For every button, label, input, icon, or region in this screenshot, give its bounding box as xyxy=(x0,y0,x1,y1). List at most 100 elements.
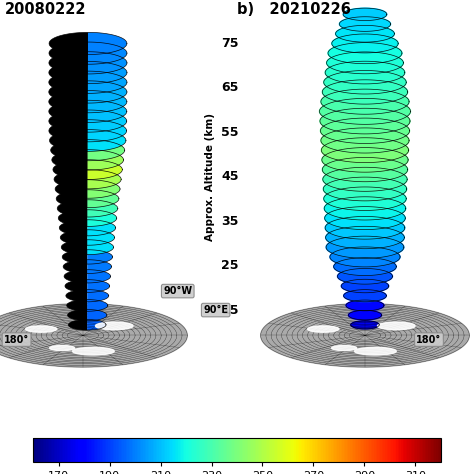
Ellipse shape xyxy=(322,80,408,104)
Polygon shape xyxy=(87,310,107,321)
Polygon shape xyxy=(49,91,88,113)
Polygon shape xyxy=(377,322,415,330)
Polygon shape xyxy=(87,260,111,273)
Polygon shape xyxy=(332,346,356,351)
Polygon shape xyxy=(88,150,124,170)
Ellipse shape xyxy=(332,34,398,53)
Ellipse shape xyxy=(323,167,407,191)
Polygon shape xyxy=(88,129,126,151)
Polygon shape xyxy=(88,120,127,142)
Ellipse shape xyxy=(336,26,394,42)
Ellipse shape xyxy=(325,207,405,229)
Ellipse shape xyxy=(339,17,391,31)
Polygon shape xyxy=(64,270,87,283)
Ellipse shape xyxy=(323,177,407,201)
Polygon shape xyxy=(59,220,88,236)
Polygon shape xyxy=(57,200,88,217)
Polygon shape xyxy=(87,250,112,264)
Polygon shape xyxy=(49,42,88,64)
Polygon shape xyxy=(88,220,116,236)
Ellipse shape xyxy=(324,197,406,220)
Polygon shape xyxy=(55,180,88,198)
Text: 35: 35 xyxy=(221,215,238,228)
Ellipse shape xyxy=(344,290,386,302)
Text: b)   20210226: b) 20210226 xyxy=(237,2,351,17)
Polygon shape xyxy=(88,110,127,132)
Ellipse shape xyxy=(327,52,403,74)
Ellipse shape xyxy=(320,118,410,144)
Ellipse shape xyxy=(322,147,408,172)
Polygon shape xyxy=(26,326,57,332)
Polygon shape xyxy=(61,240,87,255)
Polygon shape xyxy=(88,81,127,103)
Ellipse shape xyxy=(334,258,396,275)
Text: 25: 25 xyxy=(221,259,238,272)
Text: 75: 75 xyxy=(221,37,238,50)
Polygon shape xyxy=(88,91,127,113)
Polygon shape xyxy=(49,71,88,93)
Polygon shape xyxy=(49,110,88,132)
Polygon shape xyxy=(49,81,88,103)
Polygon shape xyxy=(88,180,120,198)
Polygon shape xyxy=(88,52,127,74)
Polygon shape xyxy=(87,230,115,245)
Polygon shape xyxy=(56,190,88,208)
Polygon shape xyxy=(60,230,87,245)
Polygon shape xyxy=(88,42,127,64)
Polygon shape xyxy=(88,140,125,161)
Polygon shape xyxy=(88,100,127,122)
Ellipse shape xyxy=(326,226,404,249)
Polygon shape xyxy=(53,160,88,180)
Polygon shape xyxy=(87,280,109,292)
Polygon shape xyxy=(88,160,122,180)
Polygon shape xyxy=(62,250,87,264)
Text: 55: 55 xyxy=(221,126,238,139)
Text: 90°E: 90°E xyxy=(203,305,228,315)
Ellipse shape xyxy=(330,247,400,267)
Polygon shape xyxy=(88,170,121,189)
Polygon shape xyxy=(355,347,396,355)
Ellipse shape xyxy=(337,268,392,284)
Polygon shape xyxy=(58,210,88,227)
Text: 20080222: 20080222 xyxy=(5,2,86,17)
Text: 15: 15 xyxy=(221,304,238,317)
Polygon shape xyxy=(49,62,88,84)
Polygon shape xyxy=(88,210,117,227)
Polygon shape xyxy=(87,240,114,255)
Text: 65: 65 xyxy=(221,82,238,94)
Polygon shape xyxy=(0,304,187,367)
Polygon shape xyxy=(308,326,339,332)
Polygon shape xyxy=(63,260,87,273)
Ellipse shape xyxy=(343,8,387,20)
Polygon shape xyxy=(87,319,106,330)
Ellipse shape xyxy=(324,187,406,210)
Text: Approx. Altitude (km): Approx. Altitude (km) xyxy=(205,113,215,241)
Polygon shape xyxy=(95,322,133,330)
Polygon shape xyxy=(87,290,109,302)
Ellipse shape xyxy=(321,89,409,114)
Ellipse shape xyxy=(346,300,384,311)
Polygon shape xyxy=(49,120,88,142)
Ellipse shape xyxy=(320,108,410,134)
Polygon shape xyxy=(261,304,469,367)
Polygon shape xyxy=(49,52,88,74)
Polygon shape xyxy=(88,200,118,217)
Polygon shape xyxy=(52,150,88,170)
Ellipse shape xyxy=(321,128,409,153)
Text: 45: 45 xyxy=(221,170,238,183)
Ellipse shape xyxy=(321,138,409,163)
Polygon shape xyxy=(88,71,127,93)
Polygon shape xyxy=(68,310,87,321)
Text: 180°: 180° xyxy=(4,335,29,345)
Polygon shape xyxy=(50,346,74,351)
Polygon shape xyxy=(73,347,114,355)
Polygon shape xyxy=(87,300,108,311)
Polygon shape xyxy=(65,280,87,292)
Ellipse shape xyxy=(324,71,406,94)
Ellipse shape xyxy=(348,310,382,320)
Ellipse shape xyxy=(328,43,402,64)
Polygon shape xyxy=(88,62,127,84)
Text: 90°W: 90°W xyxy=(163,286,192,296)
Ellipse shape xyxy=(325,61,405,84)
Polygon shape xyxy=(87,270,110,283)
